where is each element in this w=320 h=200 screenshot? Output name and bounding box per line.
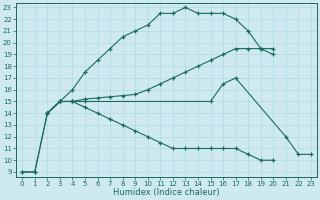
X-axis label: Humidex (Indice chaleur): Humidex (Indice chaleur)	[113, 188, 220, 197]
